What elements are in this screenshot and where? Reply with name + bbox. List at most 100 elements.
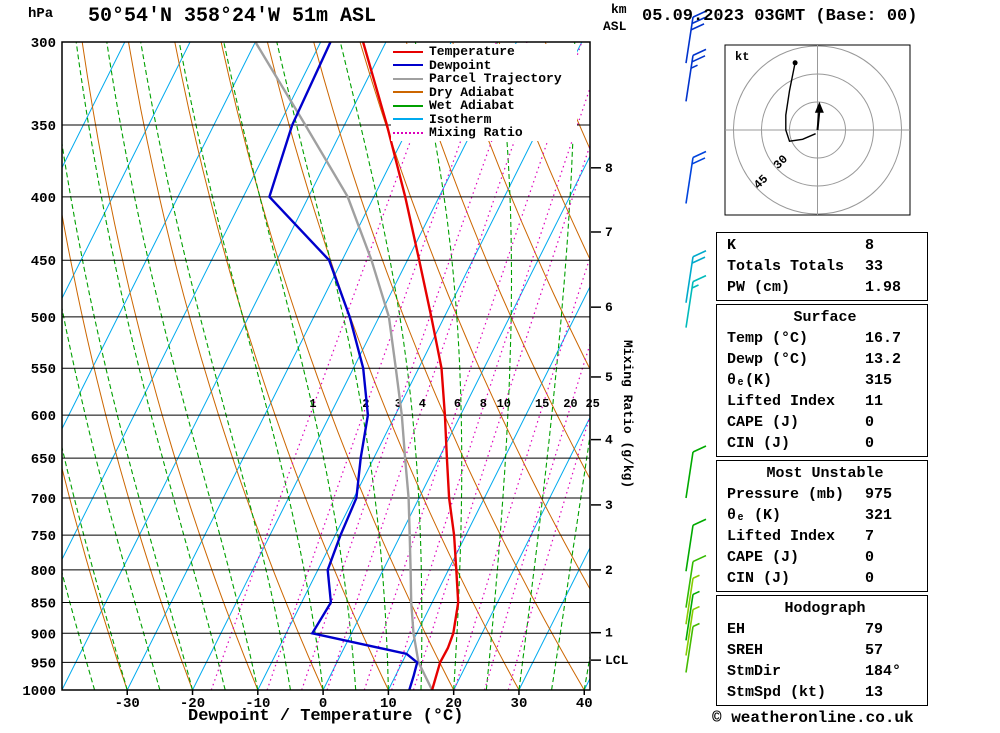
km-tick-label: 6 [605,300,613,315]
km-tick-label: 5 [605,370,613,385]
temperature-curve [361,42,460,690]
storm-motion-vector [816,110,821,131]
isotherm [62,42,191,300]
stat-row: Lifted Index 7 [727,526,923,547]
stat-row: CIN (J) 0 [727,433,923,454]
stat-value: 0 [865,570,875,587]
isotherm [62,42,322,561]
pressure-tick-label: 500 [31,311,56,327]
wind-barb [685,518,707,572]
dry-adiabat [81,42,259,690]
hodograph-trace-start-dot [792,60,798,66]
temperature-axis: -30 -20 -10 0 10 20 30 40 [115,690,593,712]
wet-adiabat [106,42,259,690]
stat-row: SREH 57 [727,640,923,661]
pressure-axis-unit-label: hPa [28,6,54,22]
stat-value: 975 [865,486,893,503]
pressure-tick-label: 850 [31,597,56,613]
stat-row: θₑ (K) 321 [727,505,923,526]
mixing-ratio-line [412,143,590,690]
stats-box-header: Most Unstable [766,465,884,482]
stat-label: StmDir [727,663,782,680]
hodograph-trace [785,62,816,142]
legend-label: Wet Adiabat [429,98,515,114]
hodograph-ring [760,73,875,187]
wet-adiabat [178,42,324,690]
stat-value: 0 [865,414,875,431]
wind-barb [685,605,700,656]
stats-box: Hodograph EH 79 SREH 57 StmDir 184° StmSpd (kt)… [716,595,928,706]
isotherm [62,42,126,169]
stat-row: θₑ(K) 315 [727,370,923,391]
temperature-tick-label: -20 [180,696,205,712]
mixing-ratio-value-label: 10 [497,397,511,411]
stat-label: Pressure (mb) [727,486,845,503]
wet-adiabat [583,653,590,690]
stat-label: Dewp (°C) [727,351,809,368]
wind-barb-column [685,10,707,673]
pressure-tick-label: 650 [31,452,56,468]
stat-value: 7 [865,528,875,545]
legend-swatch [393,104,423,107]
legend-item: Dry Adiabat [391,86,577,100]
pressure-tick-label: 1000 [22,684,56,700]
stat-value: 13.2 [865,351,902,368]
stat-label: StmSpd (kt) [727,684,827,701]
legend-label: Dry Adiabat [429,84,515,100]
mixing-ratio-value-label: 6 [454,397,461,411]
legend-swatch [393,77,423,80]
mixing-ratio-axis-label: Mixing Ratio (g/kg) [620,340,635,489]
stat-value: 79 [865,621,884,638]
temperature-tick-label: 40 [576,696,593,712]
x-axis-label: Dewpoint / Temperature (°C) [188,707,464,726]
km-tick-label: 2 [605,563,613,578]
legend-label: Mixing Ratio [429,125,523,141]
temperature-tick-label: 10 [380,696,397,712]
stat-label: K [727,237,737,254]
dry-adiabat [62,466,128,690]
stat-label: Lifted Index [727,393,836,410]
stat-label: CIN (J) [727,435,791,452]
pressure-tick-label: 950 [31,656,56,672]
wet-adiabat-lines [62,42,590,690]
km-tick-label: 8 [605,161,613,176]
legend-label: Isotherm [429,111,492,127]
pressure-grid: 300 350 400 450 500 550 600 650 700 750 800 850 900 9… [22,36,590,700]
mixing-ratio-value-label: 4 [419,397,426,411]
mixing-ratio-line [301,42,528,690]
isotherm [453,416,590,690]
stat-row: CAPE (J) 0 [727,412,923,433]
isotherm [257,42,583,690]
temperature-tick-label: -10 [245,696,270,712]
pressure-tick-label: 750 [31,529,56,545]
stat-value: 11 [865,393,884,410]
dry-adiabat [498,42,590,261]
wind-barb [685,445,707,499]
stat-row: Totals Totals 33 [727,256,923,277]
temperature-tick-label: 0 [319,696,327,712]
stat-value: 0 [865,435,875,452]
legend-item: Isotherm [391,113,577,127]
storm-motion-arrowhead [814,101,824,113]
stats-box: Most Unstable Pressure (mb) 975 θₑ (K) 321 Li… [716,460,928,592]
km-tick-label: LCL [605,653,629,668]
pressure-tick-label: 400 [31,191,56,207]
hodograph-ring [788,101,847,159]
pressure-tick-label: 550 [31,362,56,378]
stats-box: K 8 Totals Totals 33 PW (cm) 1.98 [716,232,928,301]
legend-swatch [393,50,423,53]
stat-value: 13 [865,684,884,701]
mixing-ratio-value-label: 15 [535,397,549,411]
wind-barb [685,622,700,673]
stats-box-header: Surface [793,309,857,326]
dry-adiabat [452,42,590,371]
km-axis: 8 7 6 5 4 3 2 1 LCL [591,161,629,668]
wet-adiabat [140,42,292,690]
wind-barb [685,554,707,608]
mixing-ratio-line [326,42,550,690]
dry-adiabat [62,211,193,690]
stat-label: θₑ (K) [727,507,782,524]
